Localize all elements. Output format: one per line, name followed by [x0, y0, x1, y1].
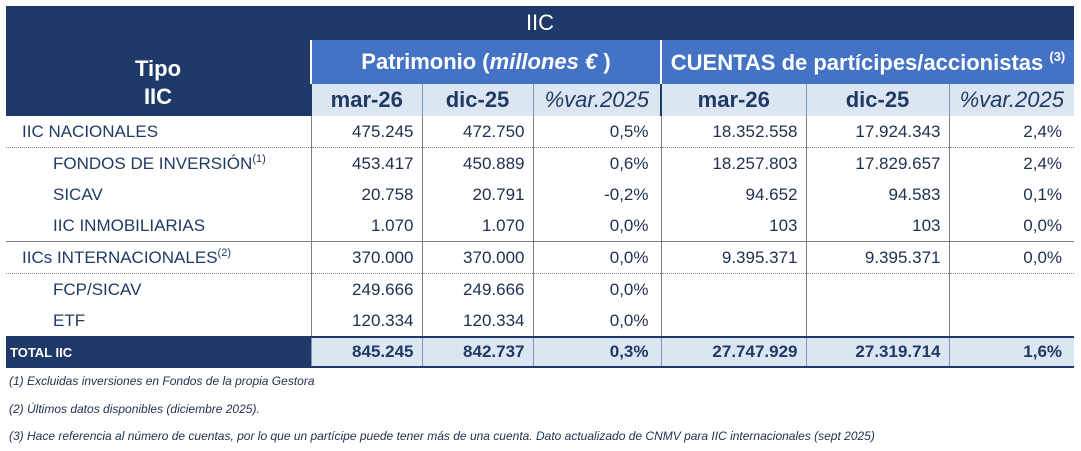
table-row: SICAV 20.758 20.791 -0,2% 94.652 94.583 … — [6, 179, 1075, 210]
cell-cuentas-dic25 — [805, 273, 949, 305]
header-patrimonio-prefix: Patrimonio ( — [361, 49, 490, 74]
row-label: IICs INTERNACIONALES(2) — [6, 241, 311, 274]
cell-cuentas-mar26 — [660, 273, 806, 305]
cell-cuentas-mar26: 18.257.803 — [660, 147, 806, 179]
cell-patrimonio-mar26: 249.666 — [310, 273, 422, 305]
row-label: FCP/SICAV — [6, 273, 311, 305]
header-cuentas-var: %var.2025 — [948, 84, 1075, 116]
cell-cuentas-mar26: 94.652 — [660, 179, 806, 210]
header-tipo: Tipo — [6, 40, 311, 84]
row-label-text: IIC INMOBILIARIAS — [53, 216, 206, 235]
total-label: TOTAL IIC — [6, 336, 311, 368]
table-row: FONDOS DE INVERSIÓN(1) 453.417 450.889 0… — [6, 147, 1075, 179]
footnote-1: (1) Excluidas inversiones en Fondos de l… — [9, 374, 315, 388]
header-cuentas-label: CUENTAS de partícipes/accionistas — [670, 49, 1050, 75]
cell-cuentas-var — [948, 273, 1075, 305]
row-label-text: FCP/SICAV — [53, 280, 142, 299]
cell-cuentas-mar26: 9.395.371 — [660, 241, 806, 274]
header-patrimonio-unit: millones € — [489, 49, 604, 74]
header-iic: IIC — [6, 84, 311, 116]
header-cuentas-mar26: mar-26 — [660, 84, 806, 116]
cell-patrimonio-dic25: 249.666 — [421, 273, 533, 305]
cell-cuentas-mar26 — [660, 305, 806, 337]
cell-cuentas-dic25: 94.583 — [805, 179, 949, 210]
cell-patrimonio-mar26: 453.417 — [310, 147, 422, 179]
row-label-text: SICAV — [53, 185, 103, 204]
header-row-groups: Tipo Patrimonio (millones € ) CUENTAS de… — [6, 40, 1075, 84]
cell-patrimonio-var: 0,0% — [532, 241, 661, 274]
cell-patrimonio-dic25: 20.791 — [421, 179, 533, 210]
cell-patrimonio-mar26: 1.070 — [310, 210, 422, 242]
cell-patrimonio-var: 0,0% — [532, 210, 661, 242]
table-row: ETF 120.334 120.334 0,0% — [6, 305, 1075, 337]
total-cuentas-var: 1,6% — [948, 336, 1075, 368]
row-label: IIC INMOBILIARIAS — [6, 210, 311, 242]
row-label: ETF — [6, 305, 311, 337]
cell-cuentas-dic25: 103 — [805, 210, 949, 242]
table-title: IIC — [6, 6, 1075, 40]
row-label-text: IICs INTERNACIONALES — [22, 248, 218, 267]
cell-cuentas-var: 2,4% — [948, 116, 1075, 148]
header-patrimonio-var: %var.2025 — [532, 84, 661, 116]
header-cuentas-note: (3) — [1049, 48, 1066, 64]
header-cuentas: CUENTAS de partícipes/accionistas (3) — [659, 40, 1075, 84]
row-label: SICAV — [6, 179, 311, 210]
cell-cuentas-mar26: 18.352.558 — [660, 116, 806, 148]
table-row: IIC NACIONALES 475.245 472.750 0,5% 18.3… — [6, 116, 1075, 148]
cell-cuentas-dic25: 9.395.371 — [805, 241, 949, 274]
cell-patrimonio-mar26: 475.245 — [310, 116, 422, 148]
cell-cuentas-dic25: 17.829.657 — [805, 147, 949, 179]
total-cuentas-dic25: 27.319.714 — [805, 336, 949, 368]
cell-cuentas-var: 0,0% — [948, 210, 1075, 242]
table-row: FCP/SICAV 249.666 249.666 0,0% — [6, 273, 1075, 305]
cell-cuentas-dic25 — [805, 305, 949, 337]
header-patrimonio-dic25: dic-25 — [421, 84, 533, 116]
table-title-row: IIC — [6, 6, 1075, 40]
table-row: IICs INTERNACIONALES(2) 370.000 370.000 … — [6, 241, 1075, 274]
cell-cuentas-var: 0,0% — [948, 241, 1075, 274]
total-row: TOTAL IIC 845.245 842.737 0,3% 27.747.92… — [6, 336, 1075, 368]
footnote-2: (2) Últimos datos disponibles (diciembre… — [9, 402, 260, 416]
cell-patrimonio-var: 0,0% — [532, 273, 661, 305]
row-label: FONDOS DE INVERSIÓN(1) — [6, 147, 311, 179]
header-cuentas-dic25: dic-25 — [805, 84, 949, 116]
cell-patrimonio-dic25: 450.889 — [421, 147, 533, 179]
footnote-3: (3) Hace referencia al número de cuentas… — [9, 429, 875, 443]
cell-patrimonio-var: 0,6% — [532, 147, 661, 179]
cell-cuentas-var — [948, 305, 1075, 337]
row-label-text: ETF — [53, 311, 86, 330]
header-patrimonio-suffix: ) — [603, 49, 611, 74]
total-patrimonio-var: 0,3% — [532, 336, 661, 368]
cell-cuentas-var: 0,1% — [948, 179, 1075, 210]
cell-patrimonio-dic25: 120.334 — [421, 305, 533, 337]
cell-cuentas-dic25: 17.924.343 — [805, 116, 949, 148]
row-label-note: (2) — [217, 247, 231, 259]
row-label-text: IIC NACIONALES — [22, 122, 159, 141]
header-row-periods: IIC mar-26 dic-25 %var.2025 mar-26 dic-2… — [6, 84, 1075, 116]
cell-patrimonio-var: 0,5% — [532, 116, 661, 148]
cell-patrimonio-mar26: 370.000 — [310, 241, 422, 274]
table-row: IIC INMOBILIARIAS 1.070 1.070 0,0% 103 1… — [6, 210, 1075, 242]
iic-table: IIC Tipo Patrimonio (millones € ) CUENTA… — [6, 6, 1075, 368]
row-label-text: FONDOS DE INVERSIÓN — [53, 154, 253, 173]
total-cuentas-mar26: 27.747.929 — [660, 336, 806, 368]
header-patrimonio: Patrimonio (millones € ) — [310, 40, 661, 84]
cell-patrimonio-dic25: 1.070 — [421, 210, 533, 242]
cell-patrimonio-var: 0,0% — [532, 305, 661, 337]
cell-patrimonio-dic25: 472.750 — [421, 116, 533, 148]
cell-patrimonio-mar26: 120.334 — [310, 305, 422, 337]
cell-patrimonio-dic25: 370.000 — [421, 241, 533, 274]
header-patrimonio-mar26: mar-26 — [310, 84, 422, 116]
total-patrimonio-dic25: 842.737 — [421, 336, 533, 368]
cell-cuentas-mar26: 103 — [660, 210, 806, 242]
total-patrimonio-mar26: 845.245 — [310, 336, 422, 368]
row-label: IIC NACIONALES — [6, 116, 311, 148]
cell-patrimonio-var: -0,2% — [532, 179, 661, 210]
cell-patrimonio-mar26: 20.758 — [310, 179, 422, 210]
row-label-note: (1) — [252, 153, 266, 165]
cell-cuentas-var: 2,4% — [948, 147, 1075, 179]
